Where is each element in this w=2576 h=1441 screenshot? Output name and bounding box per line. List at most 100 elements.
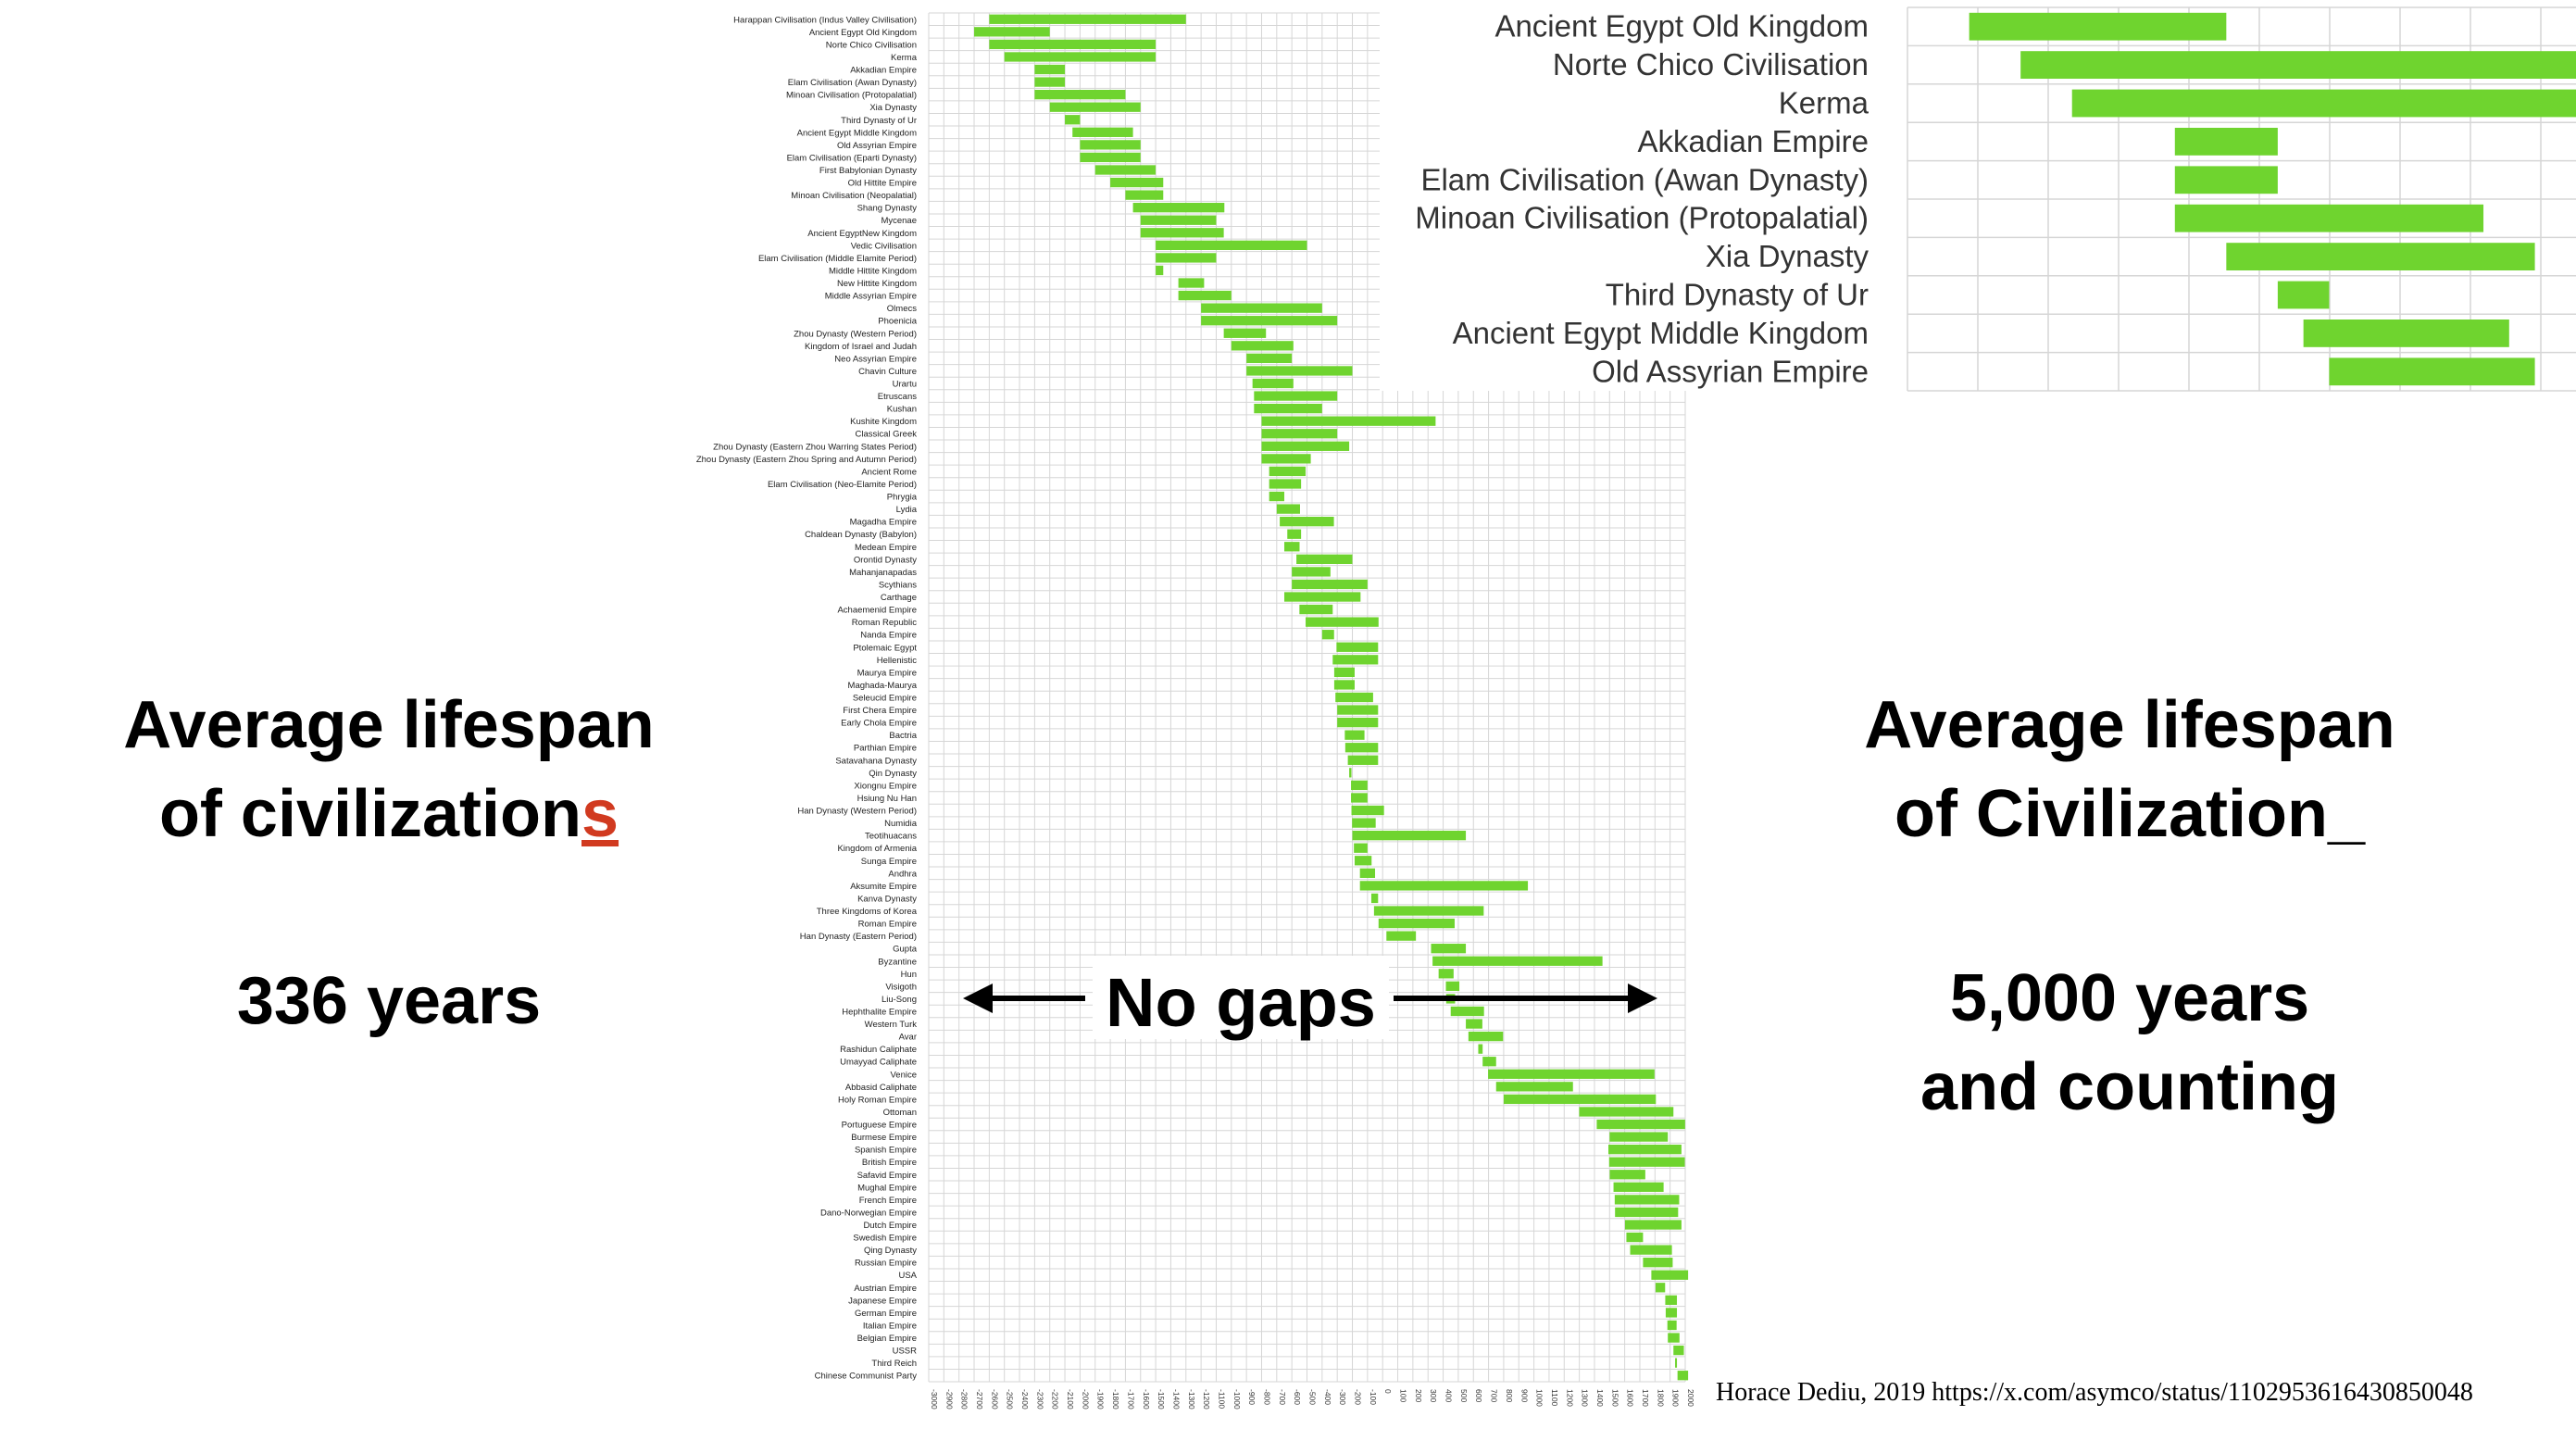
category-label: Norte Chico Civilisation xyxy=(826,40,917,50)
range-bar xyxy=(1201,303,1322,313)
range-bar xyxy=(1335,692,1373,703)
range-bar xyxy=(1609,1170,1645,1180)
no-gaps-label: No gaps xyxy=(1106,964,1376,1041)
category-label: Ancient Rome xyxy=(861,467,917,477)
inset-category-label: Ancient Egypt Middle Kingdom xyxy=(1453,316,1869,350)
range-bar xyxy=(1072,127,1133,137)
category-label: Urartu xyxy=(893,380,917,390)
category-label: Byzantine xyxy=(878,957,917,967)
range-bar xyxy=(1261,441,1350,451)
range-bar xyxy=(1156,265,1164,276)
range-bar xyxy=(1276,504,1300,514)
category-label: Akkadian Empire xyxy=(850,66,917,76)
category-label: Three Kingdoms of Korea xyxy=(817,907,918,917)
range-bar xyxy=(1004,52,1157,62)
category-label: Lydia xyxy=(896,505,918,515)
inset-range-bar xyxy=(2329,357,2535,386)
category-label: Neo Assyrian Empire xyxy=(834,354,917,364)
x-tick-label: 200 xyxy=(1414,1389,1423,1402)
category-label: Magadha Empire xyxy=(850,518,917,528)
category-label: Satavahana Dynasty xyxy=(835,756,917,766)
category-label: Ancient Egypt Old Kingdom xyxy=(809,28,917,38)
left-heading-emphasis: s xyxy=(581,777,619,851)
x-tick-label: -2300 xyxy=(1035,1389,1044,1410)
inset-category-label: Xia Dynasty xyxy=(1706,239,1869,273)
category-label: Bactria xyxy=(889,731,917,741)
inset-range-bar xyxy=(2174,127,2278,156)
range-bar xyxy=(1269,491,1284,502)
category-label: Zhou Dynasty (Eastern Zhou Warring State… xyxy=(713,442,917,452)
range-bar xyxy=(1246,366,1353,376)
range-bar xyxy=(1673,1345,1684,1356)
category-label: Teotihuacans xyxy=(865,832,917,842)
range-bar xyxy=(1478,1044,1483,1054)
x-tick-label: -1200 xyxy=(1202,1389,1211,1410)
category-label: Ancient Egypt Middle Kingdom xyxy=(797,128,917,138)
category-label: Elam Civilisation (Eparti Dynasty) xyxy=(787,153,917,163)
category-label: Vedic Civilisation xyxy=(851,241,917,251)
category-label: Scythians xyxy=(879,580,917,590)
range-bar xyxy=(1373,906,1484,916)
range-bar xyxy=(1292,579,1368,590)
inset-range-bar xyxy=(2303,319,2509,347)
x-tick-label: 1600 xyxy=(1626,1389,1635,1407)
x-tick-label: -1700 xyxy=(1126,1389,1135,1410)
x-tick-label: -800 xyxy=(1262,1389,1271,1405)
range-bar xyxy=(1333,680,1355,690)
right-value-line1: 5,000 years xyxy=(1949,961,2310,1035)
category-label: Hun xyxy=(901,970,917,980)
category-label: Kerma xyxy=(891,53,918,63)
x-tick-label: -2600 xyxy=(990,1389,999,1410)
x-tick-label: 1100 xyxy=(1550,1389,1559,1407)
range-bar xyxy=(1643,1258,1673,1268)
category-label: Rashidun Caliphate xyxy=(840,1045,917,1055)
category-label: Old Assyrian Empire xyxy=(837,141,917,151)
range-bar xyxy=(1347,755,1379,765)
range-bar xyxy=(1438,969,1454,979)
range-bar xyxy=(1280,517,1334,527)
x-tick-label: -900 xyxy=(1247,1389,1257,1405)
x-tick-label: 1800 xyxy=(1656,1389,1665,1407)
category-label: Carthage xyxy=(881,593,917,603)
range-bar xyxy=(1675,1358,1678,1368)
no-gaps-arrows xyxy=(963,984,1657,1013)
range-bar xyxy=(1352,831,1467,841)
range-bar xyxy=(1332,655,1379,665)
range-bar xyxy=(1080,152,1141,163)
x-tick-label: -1900 xyxy=(1096,1389,1106,1410)
range-bar xyxy=(989,14,1186,24)
inset-bars xyxy=(1969,12,2576,386)
range-bar xyxy=(974,27,1050,37)
category-label: Hsiung Nu Han xyxy=(857,794,917,804)
range-bar xyxy=(1178,290,1232,301)
inset-category-label: Elam Civilisation (Awan Dynasty) xyxy=(1420,162,1869,196)
range-bar xyxy=(1431,944,1467,954)
category-label: Chavin Culture xyxy=(858,367,917,377)
x-tick-label: -1500 xyxy=(1157,1389,1166,1410)
range-bar xyxy=(1344,743,1379,753)
range-bar xyxy=(1609,1132,1669,1142)
category-label: Phoenicia xyxy=(878,317,917,327)
inset-range-bar xyxy=(2226,243,2535,271)
range-bar xyxy=(1579,1107,1674,1117)
x-tick-label: 1300 xyxy=(1581,1389,1590,1407)
x-tick-label: 1000 xyxy=(1535,1389,1544,1407)
range-bar xyxy=(1292,567,1331,577)
range-bar xyxy=(1651,1270,1689,1280)
category-label: Parthian Empire xyxy=(854,744,917,754)
range-bar xyxy=(1677,1371,1689,1381)
category-label: Shang Dynasty xyxy=(857,204,918,214)
range-bar xyxy=(1254,403,1322,414)
inset-range-bar xyxy=(1969,12,2227,41)
category-label: Portuguese Empire xyxy=(842,1121,917,1131)
category-label: Kushan xyxy=(887,405,917,415)
category-label: Etruscans xyxy=(878,392,917,402)
range-bar xyxy=(1080,140,1141,150)
range-bar xyxy=(1450,1006,1484,1017)
category-label: USSR xyxy=(893,1347,918,1357)
x-tick-label: -1100 xyxy=(1217,1389,1226,1409)
category-label: Mahanjanapadas xyxy=(849,568,917,578)
range-bar xyxy=(1125,190,1164,200)
range-bar xyxy=(1110,177,1164,188)
range-bar xyxy=(1140,228,1224,238)
